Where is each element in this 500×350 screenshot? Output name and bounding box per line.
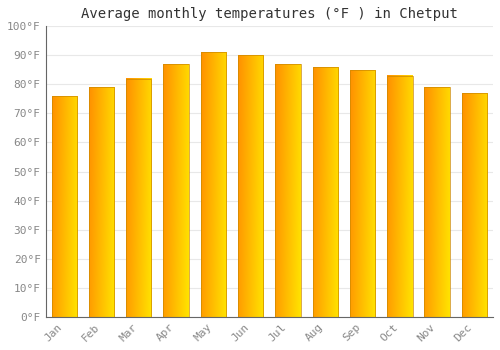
Bar (164, 64, 189, 317)
Title: Average monthly temperatures (°F ) in Chetput: Average monthly temperatures (°F ) in Ch… (81, 7, 458, 21)
Bar (89, 87, 114, 317)
Bar (387, 76, 412, 317)
Bar (462, 93, 487, 317)
Bar (424, 87, 450, 317)
Bar (238, 55, 264, 317)
Bar (126, 78, 152, 317)
Bar (350, 70, 375, 317)
Bar (200, 52, 226, 317)
Bar (276, 64, 300, 317)
Bar (312, 67, 338, 317)
Bar (52, 96, 77, 317)
